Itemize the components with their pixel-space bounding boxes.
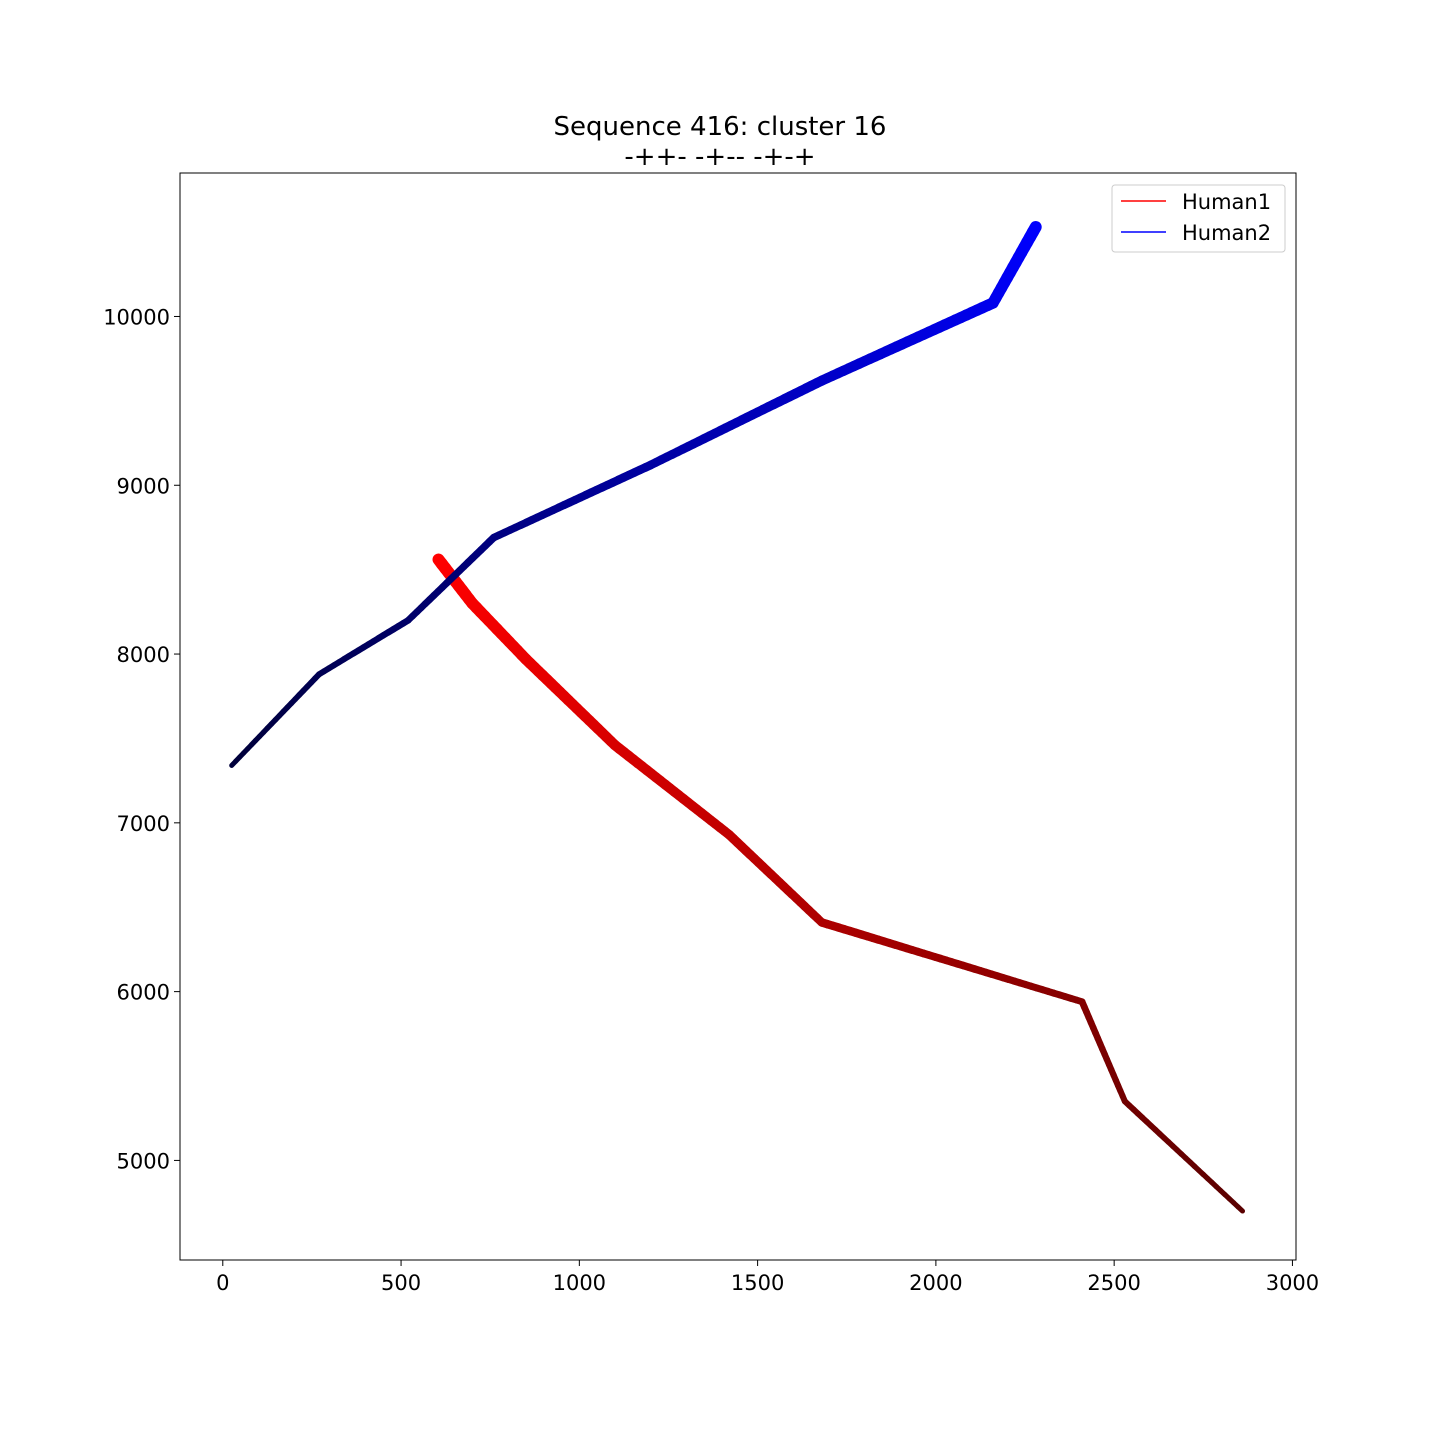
legend: Human1 Human2	[1111, 184, 1286, 253]
series-human2-segment	[229, 758, 239, 768]
x-tick-label: 500	[381, 1271, 421, 1295]
x-tick-label: 1500	[731, 1271, 784, 1295]
y-tick-label: 5000	[117, 1149, 170, 1173]
axis-layer: 0 500 1000 1500 2000 2500 3000 5000 6000 7000 8000…	[103, 305, 1319, 1295]
chart-subtitle: -++- -+-- -+-+	[624, 142, 816, 172]
series-human1-segment	[1235, 1204, 1246, 1214]
legend-label-human2: Human2	[1182, 221, 1271, 245]
y-tick-label: 6000	[117, 981, 170, 1005]
legend-label-human1: Human1	[1182, 190, 1271, 214]
x-tick-label: 2500	[1087, 1271, 1140, 1295]
y-tick-label: 7000	[117, 812, 170, 836]
series-human1	[432, 553, 1246, 1214]
series-human2	[229, 221, 1042, 768]
y-tick-label: 9000	[117, 474, 170, 498]
y-tick-label: 10000	[103, 305, 170, 329]
series-layer	[229, 221, 1246, 1214]
y-tick-label: 8000	[117, 643, 170, 667]
x-tick-label: 3000	[1266, 1271, 1319, 1295]
x-tick-label: 0	[216, 1271, 229, 1295]
plot-frame	[179, 172, 1297, 1261]
x-tick-label: 2000	[909, 1271, 962, 1295]
chart-title: Sequence 416: cluster 16	[553, 112, 887, 142]
x-tick-label: 1000	[553, 1271, 606, 1295]
